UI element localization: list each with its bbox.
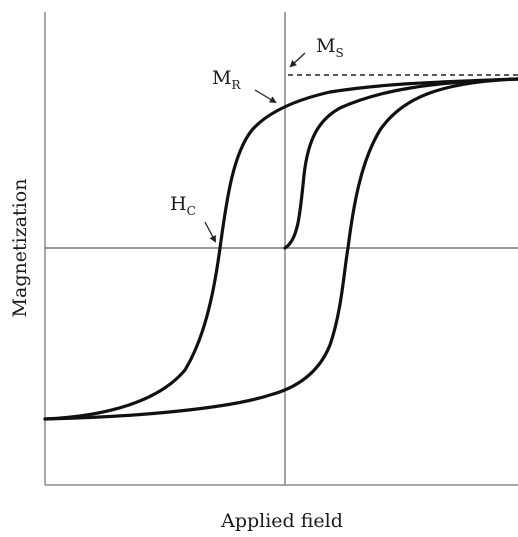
coercivity-label-sub: C bbox=[187, 204, 196, 218]
saturation-label-main: M bbox=[316, 35, 335, 57]
saturation-arrow bbox=[289, 52, 306, 68]
x-axis-title: Applied field bbox=[220, 510, 343, 532]
saturation-label-sub: S bbox=[335, 46, 343, 60]
initial-magnetization-curve bbox=[283, 77, 518, 250]
saturation-label: MS bbox=[316, 35, 344, 60]
remanence-label: MR bbox=[212, 67, 241, 92]
ascending-branch bbox=[43, 77, 518, 421]
coercivity-label-main: H bbox=[170, 193, 187, 215]
y-axis-title: Magnetization bbox=[9, 179, 31, 318]
descending-branch bbox=[43, 77, 518, 421]
coercivity-arrow bbox=[204, 221, 216, 243]
remanence-label-main: M bbox=[212, 67, 231, 89]
coercivity-label: HC bbox=[170, 193, 196, 218]
remanence-arrow bbox=[254, 89, 277, 104]
remanence-label-sub: R bbox=[231, 78, 241, 92]
